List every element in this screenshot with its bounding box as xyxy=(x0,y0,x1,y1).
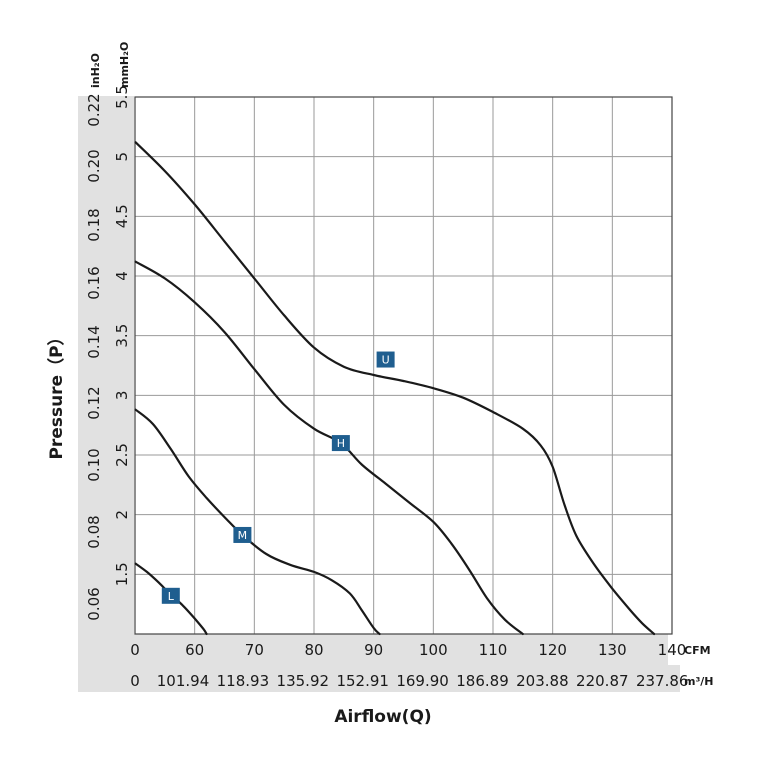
y-tick-label-inh2o: 0.16 xyxy=(85,266,103,299)
plot-area xyxy=(135,97,672,634)
y-tick-label-inh2o: 0.22 xyxy=(85,93,103,126)
x-tick-label-m3h: 237.86 xyxy=(636,672,689,690)
marker-label-h: H xyxy=(337,437,345,450)
y-tick-label-mmh2o: 4 xyxy=(113,271,131,281)
series-markers: U H M L xyxy=(161,351,395,604)
marker-m xyxy=(233,526,252,543)
x-unit-cfm: CFM xyxy=(684,644,711,657)
y-tick-label-mmh2o: 5 xyxy=(113,152,131,162)
y-tick-label-inh2o: 0.14 xyxy=(85,325,103,358)
x-tick-label-m3h: 186.89 xyxy=(456,672,509,690)
y-tick-label-inh2o: 0.10 xyxy=(85,448,103,481)
x-tick-label-m3h: 0 xyxy=(130,672,140,690)
marker-label-u: U xyxy=(382,354,390,367)
x-tick-label-cfm: 140 xyxy=(658,641,687,659)
y-tick-label-mmh2o: 5.5 xyxy=(113,85,131,109)
grid-lines xyxy=(135,97,672,634)
x-tick-label-m3h: 169.90 xyxy=(396,672,449,690)
x-tick-label-cfm: 60 xyxy=(185,641,204,659)
x-tick-label-cfm: 120 xyxy=(538,641,567,659)
x-tick-label-cfm: 0 xyxy=(130,641,140,659)
y-unit-inh2o: inH₂O xyxy=(89,53,102,88)
curve-u xyxy=(134,141,656,636)
x-secondary-band xyxy=(78,665,680,692)
y-tick-label-mmh2o: 3.5 xyxy=(113,324,131,348)
x-axis-title: Airflow(Q) xyxy=(334,707,431,727)
marker-l xyxy=(161,587,180,604)
y-tick-label-mmh2o: 2 xyxy=(113,510,131,520)
x-tick-label-m3h: 118.93 xyxy=(217,672,270,690)
y-tick-labels-mmh2o: 1.5 2 2.5 3 3.5 4 4.5 5 5.5 xyxy=(113,85,131,586)
y-tick-label-inh2o: 0.06 xyxy=(85,587,103,620)
curve-m xyxy=(134,408,381,636)
y-axis-title: Pressure（P） xyxy=(46,328,67,459)
x-tick-labels-cfm: 0 60 70 80 90 100 110 120 130 140 xyxy=(130,641,686,659)
curve-h xyxy=(134,260,524,636)
y-tick-label-mmh2o: 1.5 xyxy=(113,562,131,586)
y-axis-band xyxy=(78,96,134,692)
curves xyxy=(134,141,656,636)
y-tick-label-mmh2o: 3 xyxy=(113,391,131,401)
x-tick-label-cfm: 110 xyxy=(479,641,508,659)
marker-h xyxy=(331,435,350,452)
y-tick-label-inh2o: 0.20 xyxy=(85,149,103,182)
x-tick-label-cfm: 100 xyxy=(419,641,448,659)
x-tick-label-m3h: 203.88 xyxy=(516,672,569,690)
x-tick-label-m3h: 152.91 xyxy=(336,672,389,690)
marker-label-l: L xyxy=(168,590,175,603)
marker-label-m: M xyxy=(238,529,248,542)
x-tick-label-cfm: 70 xyxy=(245,641,264,659)
y-unit-mmh2o: mmH₂O xyxy=(118,42,131,88)
y-tick-label-inh2o: 0.18 xyxy=(85,208,103,241)
x-tick-label-m3h: 135.92 xyxy=(277,672,330,690)
y-tick-label-inh2o: 0.08 xyxy=(85,515,103,548)
plot-frame xyxy=(134,96,673,635)
x-tick-label-cfm: 90 xyxy=(364,641,383,659)
y-tick-label-inh2o: 0.12 xyxy=(85,386,103,419)
x-unit-m3h: m³/H xyxy=(684,675,714,688)
x-tick-label-m3h: 220.87 xyxy=(576,672,629,690)
y-tick-label-mmh2o: 2.5 xyxy=(113,443,131,467)
y-tick-labels-inh2o: 0.06 0.08 0.10 0.12 0.14 0.16 0.18 0.20 0.22 xyxy=(85,93,103,620)
x-tick-label-cfm: 130 xyxy=(598,641,627,659)
x-tick-labels-m3h: 0 101.94 118.93 135.92 152.91 169.90 186.89 203… xyxy=(130,672,688,690)
x-tick-label-m3h: 101.94 xyxy=(157,672,210,690)
y-tick-label-mmh2o: 4.5 xyxy=(113,204,131,228)
marker-u xyxy=(376,351,395,368)
x-tick-label-cfm: 80 xyxy=(304,641,323,659)
